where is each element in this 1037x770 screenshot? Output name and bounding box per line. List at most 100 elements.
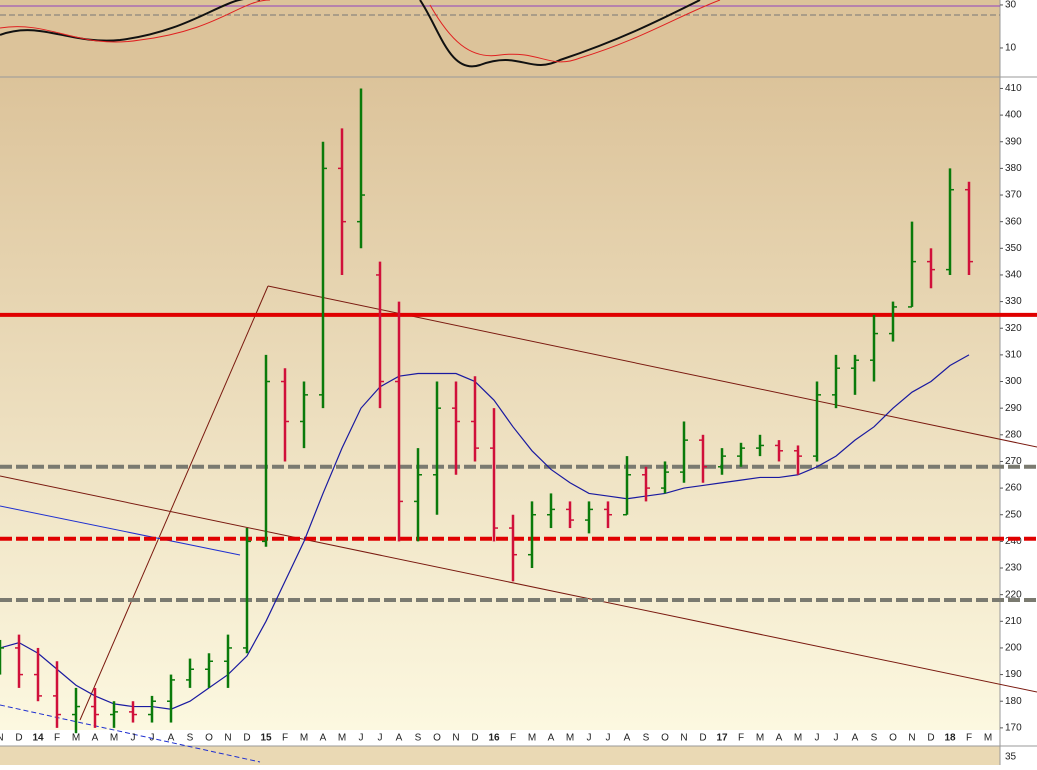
ohlc-bar: [91, 687, 99, 728]
ohlc-bar: [15, 634, 23, 688]
ohlc-bar: [813, 381, 821, 462]
ohlc-bar: [604, 501, 612, 529]
x-tick-label: A: [92, 733, 99, 744]
ohlc-bar: [794, 445, 802, 475]
indicator-line: [0, 0, 701, 68]
ohlc-bar: [414, 448, 422, 542]
ohlc-bar: [186, 658, 194, 688]
ohlc-bar: [205, 653, 213, 688]
ohlc-bar: [946, 168, 954, 275]
ohlc-bar: [300, 381, 308, 449]
ohlc-bar: [851, 354, 859, 395]
x-tick-label: J: [606, 733, 611, 744]
x-tick-label: M: [110, 733, 118, 744]
ohlc-bar: [129, 701, 137, 723]
ohlc-bar: [262, 354, 270, 547]
ohlc-bar: [661, 461, 669, 494]
y-tick-label: 290: [1005, 403, 1022, 414]
ohlc-bar: [53, 661, 61, 728]
ohlc-bar: [908, 221, 916, 308]
ohlc-bar: [718, 448, 726, 475]
x-tick-label: J: [131, 733, 136, 744]
y-tick-label: 260: [1005, 483, 1022, 494]
x-tick-label: N: [680, 733, 687, 744]
x-tick-label: S: [187, 733, 194, 744]
ohlc-bar: [319, 141, 327, 409]
x-tick-label: F: [282, 733, 288, 744]
x-tick-label: A: [168, 733, 175, 744]
ohlc-bar: [832, 354, 840, 409]
y-tick-label: 250: [1005, 509, 1022, 520]
x-tick-label: S: [415, 733, 422, 744]
x-tick-label: F: [510, 733, 516, 744]
ohlc-bar: [547, 493, 555, 529]
ohlc-bar: [148, 695, 156, 723]
x-tick-label: J: [359, 733, 364, 744]
x-tick-label: J: [587, 733, 592, 744]
y-tick-label: 170: [1005, 723, 1022, 734]
y-tick-label: 240: [1005, 536, 1022, 547]
ohlc-bar: [642, 466, 650, 502]
y-tick-label: 30: [1005, 0, 1017, 11]
ohlc-bar: [338, 128, 346, 275]
x-tick-label: F: [54, 733, 60, 744]
axis-area: [1000, 0, 1037, 765]
ohlc-bar: [0, 639, 4, 675]
ohlc-bar: [965, 181, 973, 275]
lower-panel: [0, 746, 1000, 765]
x-tick-label: M: [72, 733, 80, 744]
y-tick-label: 280: [1005, 429, 1022, 440]
x-tick-label: A: [852, 733, 859, 744]
x-tick-label: M: [794, 733, 802, 744]
ohlc-bar: [756, 434, 764, 457]
ohlc-bar: [224, 634, 232, 688]
x-tick-label: N: [908, 733, 915, 744]
x-tick-label: J: [378, 733, 383, 744]
y-tick-label: 350: [1005, 243, 1022, 254]
x-tick-label: D: [699, 733, 706, 744]
y-tick-label: 340: [1005, 270, 1022, 281]
y-tick-label: 190: [1005, 669, 1022, 680]
y-tick-label: 320: [1005, 323, 1022, 334]
x-tick-label: A: [396, 733, 403, 744]
y-tick-label: 200: [1005, 643, 1022, 654]
y-tick-label: 360: [1005, 216, 1022, 227]
x-tick-label: O: [661, 733, 669, 744]
ohlc-bar: [72, 687, 80, 734]
x-tick-label: N: [452, 733, 459, 744]
x-tick-label: F: [738, 733, 744, 744]
ohlc-bar: [775, 440, 783, 462]
ohlc-bar: [34, 647, 42, 702]
x-tick-label: 17: [716, 733, 728, 744]
ohlc-bar: [889, 301, 897, 342]
x-tick-label: M: [756, 733, 764, 744]
x-tick-label: A: [624, 733, 631, 744]
x-tick-label: M: [984, 733, 992, 744]
x-tick-label: N: [224, 733, 231, 744]
x-tick-label: S: [871, 733, 878, 744]
x-tick-label: 15: [260, 733, 272, 744]
y-tick-label: 270: [1005, 456, 1022, 467]
x-tick-label: D: [927, 733, 934, 744]
y-tick-label: 35: [1005, 752, 1017, 763]
trend-line: [267, 285, 1037, 448]
ohlc-bar: [737, 442, 745, 467]
y-tick-label: 300: [1005, 376, 1022, 387]
x-tick-label: A: [776, 733, 783, 744]
trend-line: [0, 475, 1037, 693]
x-tick-label: A: [548, 733, 555, 744]
indicator-signal: [0, 0, 721, 63]
ohlc-bar: [281, 368, 289, 462]
x-tick-label: J: [834, 733, 839, 744]
ohlc-bar: [927, 248, 935, 289]
y-tick-label: 380: [1005, 163, 1022, 174]
ohlc-bar: [490, 408, 498, 542]
ohlc-bar: [433, 381, 441, 515]
trend-line: [79, 285, 269, 721]
y-tick-label: 230: [1005, 563, 1022, 574]
ohlc-bar: [243, 528, 251, 654]
ohlc-bar: [452, 381, 460, 475]
ohlc-bar: [566, 501, 574, 529]
x-tick-label: S: [643, 733, 650, 744]
